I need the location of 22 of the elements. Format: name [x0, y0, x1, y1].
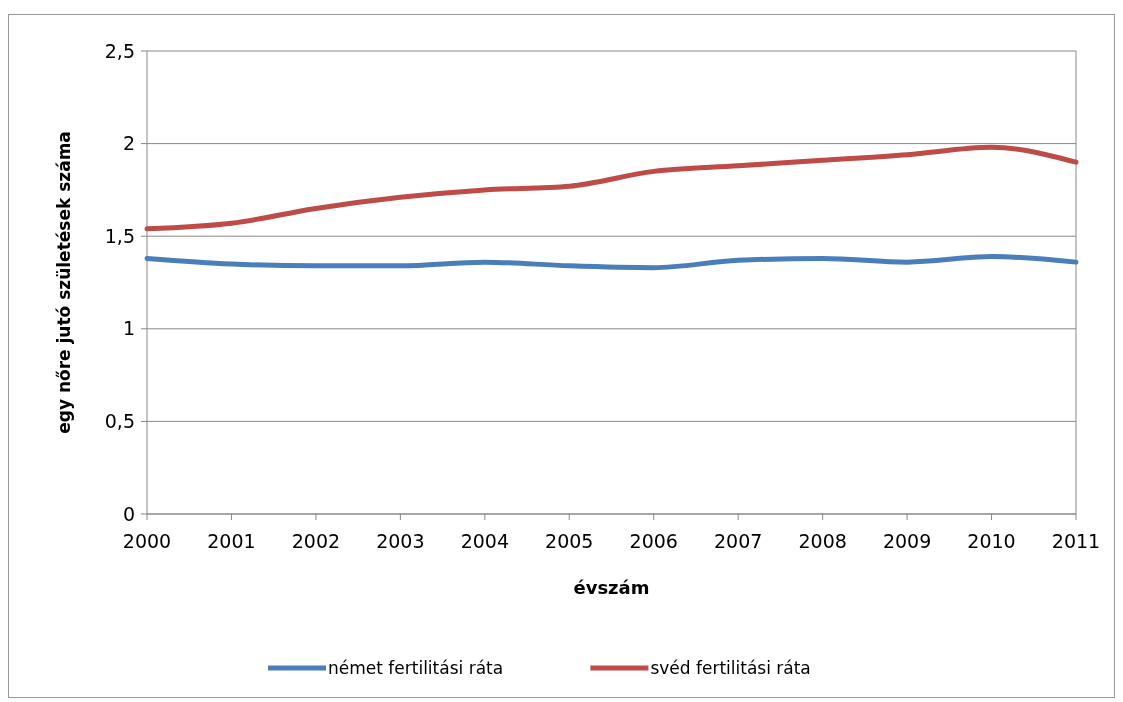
legend-label: svéd fertilitási ráta: [650, 657, 811, 678]
x-tick-label: 2011: [1051, 530, 1101, 552]
y-tick-label: 0,5: [104, 410, 135, 433]
y-tick-label: 0: [122, 502, 135, 525]
y-tick-label: 2: [122, 132, 135, 155]
x-tick-label: 2010: [967, 530, 1016, 552]
x-tick-label: 2005: [545, 530, 594, 552]
y-axis-title: egy nőre jutó születések száma: [54, 131, 74, 434]
x-tick-label: 2006: [629, 530, 678, 552]
x-tick-label: 2002: [291, 530, 341, 552]
y-tick-label: 1,5: [104, 224, 135, 247]
x-tick-label: 2009: [882, 530, 932, 552]
x-tick-label: 2008: [798, 530, 847, 552]
y-tick-label: 1: [122, 317, 135, 340]
x-axis-title: évszám: [573, 577, 650, 598]
legend-label: német fertilitási ráta: [328, 657, 504, 678]
x-tick-label: 2003: [376, 530, 425, 552]
x-tick-label: 2001: [207, 530, 256, 552]
x-tick-label: 2007: [714, 530, 763, 552]
x-tick-label: 2004: [460, 530, 509, 552]
x-tick-label: 2000: [122, 530, 172, 552]
y-tick-label: 2,5: [104, 39, 135, 62]
